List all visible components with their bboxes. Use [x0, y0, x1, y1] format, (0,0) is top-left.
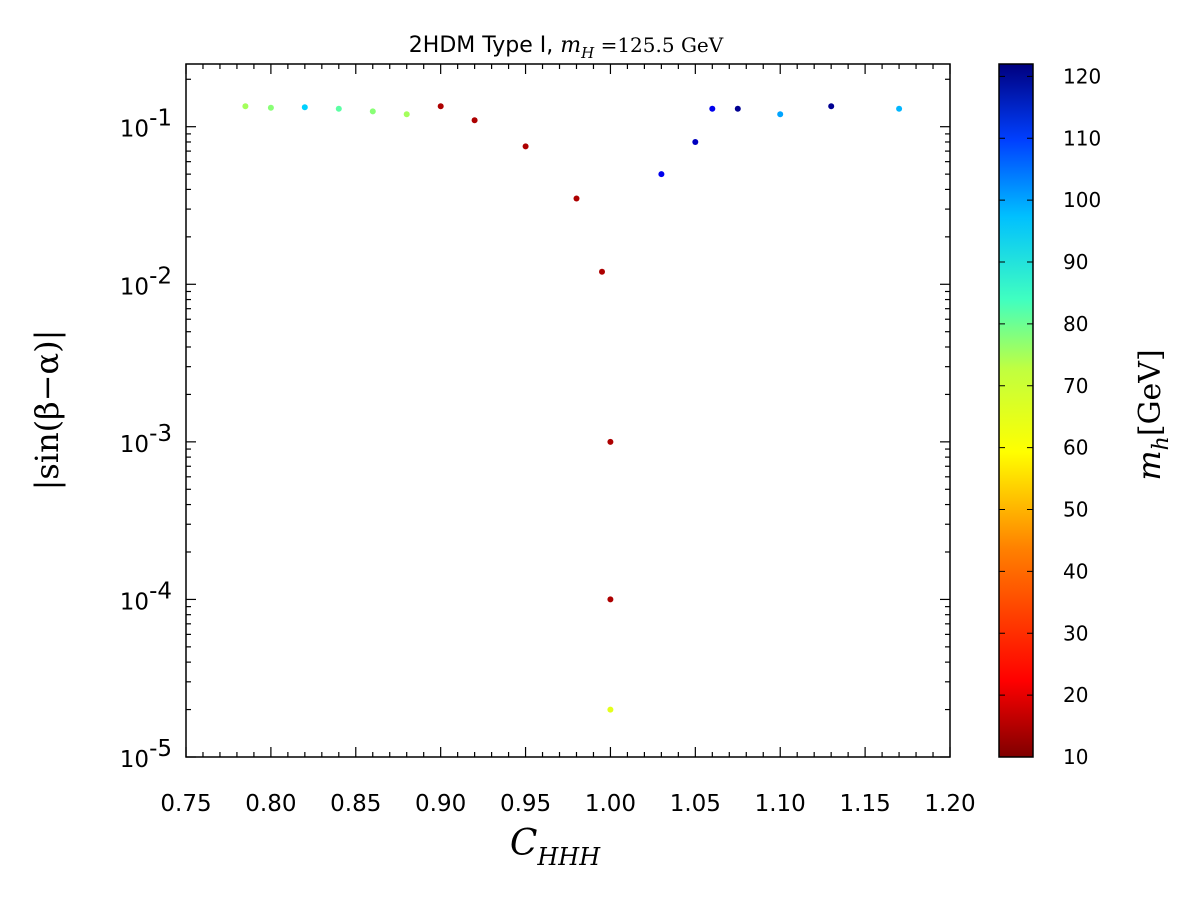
data-point — [267, 104, 274, 111]
data-point — [301, 104, 308, 111]
data-point — [607, 706, 614, 713]
y-axis-label: |sin(β−α)| — [28, 330, 66, 491]
colorbar-tick-label: 110 — [1063, 126, 1101, 150]
plot-frame — [185, 63, 951, 758]
x-axis-label: CHHH — [510, 823, 601, 871]
colorbar-tick-label: 90 — [1063, 250, 1088, 274]
data-point — [403, 111, 410, 118]
colorbar-tick-label: 100 — [1063, 188, 1101, 212]
x-tick-label: 1.10 — [755, 791, 806, 817]
x-tick-label: 1.00 — [585, 791, 636, 817]
axes: 0.75 0.80 0.85 0.90 0.95 1.00 1.05 1.10 1.15 1.20… — [120, 63, 976, 817]
colorbar-gradient — [998, 63, 1034, 758]
data-point — [734, 105, 741, 112]
data-point — [777, 111, 784, 118]
y-tick-label: 10-4 — [120, 578, 172, 615]
y-tick-label: 10-2 — [120, 263, 172, 300]
y-tick-label: 10-3 — [120, 421, 172, 458]
colorbar: 10 20 30 40 50 60 70 80 90 100 110 120 — [998, 63, 1101, 769]
data-point — [242, 103, 249, 110]
colorbar-label: mh[GeV] — [1130, 349, 1174, 480]
y-tick-label: 10-1 — [120, 106, 172, 143]
data-point — [335, 105, 342, 112]
data-point — [437, 103, 444, 110]
colorbar-tick-label: 80 — [1063, 312, 1088, 336]
data-point — [369, 108, 376, 115]
colorbar-tick-label: 60 — [1063, 436, 1088, 460]
chart-title: 2HDM Type I, mH =125.5 GeV — [409, 33, 724, 62]
data-point — [471, 117, 478, 124]
x-tick-label: 1.05 — [670, 791, 721, 817]
data-point — [709, 105, 716, 112]
colorbar-tick-label: 20 — [1063, 683, 1088, 707]
x-tick-label: 0.90 — [415, 791, 466, 817]
data-point — [599, 268, 605, 275]
colorbar-tick-label: 50 — [1063, 498, 1088, 522]
x-tick-label: 0.95 — [500, 791, 551, 817]
data-point — [896, 105, 903, 112]
data-points — [242, 103, 903, 713]
colorbar-tick-label: 10 — [1063, 745, 1088, 769]
x-tick-label: 0.80 — [245, 791, 296, 817]
colorbar-tick-label: 120 — [1063, 64, 1101, 88]
colorbar-tick-label: 70 — [1063, 374, 1088, 398]
x-tick-label: 1.15 — [840, 791, 891, 817]
x-tick-label: 0.75 — [160, 791, 211, 817]
data-point — [828, 103, 835, 110]
data-point — [607, 438, 614, 445]
x-tick-label: 1.20 — [924, 791, 975, 817]
data-point — [692, 139, 699, 145]
data-point — [573, 195, 580, 202]
y-tick-label: 10-5 — [120, 736, 172, 773]
data-point — [522, 143, 529, 150]
data-point — [607, 596, 614, 603]
x-tick-label: 0.85 — [330, 791, 381, 817]
colorbar-tick-label: 40 — [1063, 559, 1088, 583]
data-point — [658, 171, 665, 178]
colorbar-tick-label: 30 — [1063, 621, 1088, 645]
